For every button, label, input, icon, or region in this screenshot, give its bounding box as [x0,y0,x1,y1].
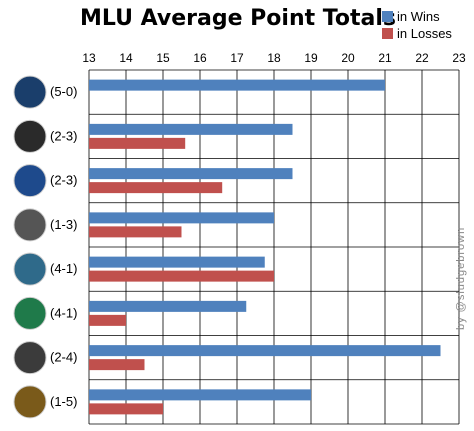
category-label: (1-3) [50,217,77,232]
legend-label-losses: in Losses [397,26,452,41]
stags-logo [13,385,47,419]
bar-losses [89,226,182,238]
bar-wins [89,345,441,357]
x-tick-label: 23 [452,51,466,65]
nighthawks-logo [13,341,47,375]
bar-losses [89,270,274,282]
bar-losses [89,182,223,194]
legend-swatch-losses [382,28,393,39]
category-label: (5-0) [50,84,77,99]
category-label: (4-1) [50,305,77,320]
chart-title: MLU Average Point Totals [80,6,396,31]
bar-wins [89,123,293,135]
legend-swatch-wins [382,11,393,22]
category-label: (2-4) [50,350,77,365]
x-tick-label: 15 [156,51,170,65]
x-tick-label: 22 [415,51,429,65]
dogfish-logo [13,252,47,286]
legend: in Wins in Losses [382,8,452,42]
credit-text: by @sludgebrown [455,226,467,330]
x-tick-label: 20 [341,51,355,65]
category-label: (1-5) [50,394,77,409]
revolution-logo [13,119,47,153]
x-tick-label: 19 [304,51,318,65]
bar-wins [89,256,265,268]
bar-wins [89,300,247,312]
legend-label-wins: in Wins [397,9,440,24]
bar-wins [89,168,293,180]
bar-wins [89,389,311,401]
x-tick-label: 18 [267,51,281,65]
x-tick-label: 16 [193,51,207,65]
bar-wins [89,79,385,91]
category-label: (4-1) [50,261,77,276]
bar-losses [89,137,186,149]
legend-item-losses: in Losses [382,25,452,42]
rainmakers-logo [13,296,47,330]
x-tick-label: 14 [119,51,133,65]
bar-losses [89,403,163,415]
x-tick-label: 17 [230,51,244,65]
category-label: (2-3) [50,173,77,188]
spinners-logo [13,164,47,198]
bar-losses [89,314,126,326]
x-tick-label: 21 [378,51,392,65]
x-tick-label: 13 [82,51,96,65]
legend-item-wins: in Wins [382,8,452,25]
bar-wins [89,212,274,224]
whitecaps-logo [13,75,47,109]
dc-current-logo [13,208,47,242]
bar-losses [89,359,145,371]
category-label: (2-3) [50,128,77,143]
